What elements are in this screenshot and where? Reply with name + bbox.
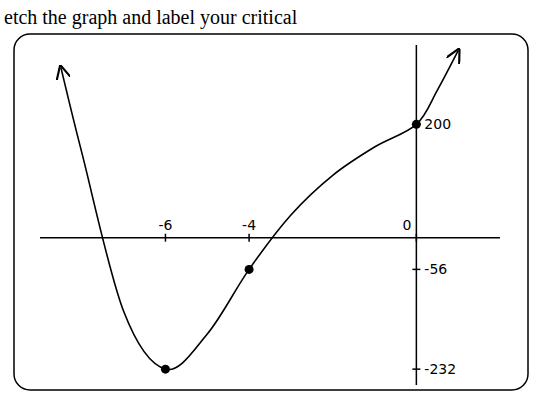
- critical-point: [412, 120, 421, 129]
- x-tick: [416, 234, 418, 242]
- x-tick: [248, 234, 250, 242]
- critical-point: [161, 365, 170, 374]
- x-tick-label: -6: [158, 217, 172, 233]
- critical-point: [245, 265, 254, 274]
- x-tick-label: 0: [402, 217, 411, 233]
- frame: [14, 34, 528, 390]
- plot-marks: [61, 51, 458, 374]
- x-tick: [165, 234, 167, 242]
- page: {"chart_data": {"type": "line", "title":…: [0, 0, 538, 396]
- y-tick-label: -232: [424, 361, 456, 377]
- y-tick: [412, 269, 420, 271]
- title: etch the graph and label your critical: [4, 6, 298, 29]
- x-axis: [40, 237, 500, 239]
- y-tick: [412, 368, 420, 370]
- chart: etch the graph and label your critical -6…: [0, 0, 538, 396]
- y-tick-label: 200: [424, 116, 451, 132]
- curve: [61, 51, 458, 370]
- y-tick-label: -56: [424, 261, 447, 277]
- x-tick-label: -4: [242, 217, 256, 233]
- y-axis: [416, 45, 418, 385]
